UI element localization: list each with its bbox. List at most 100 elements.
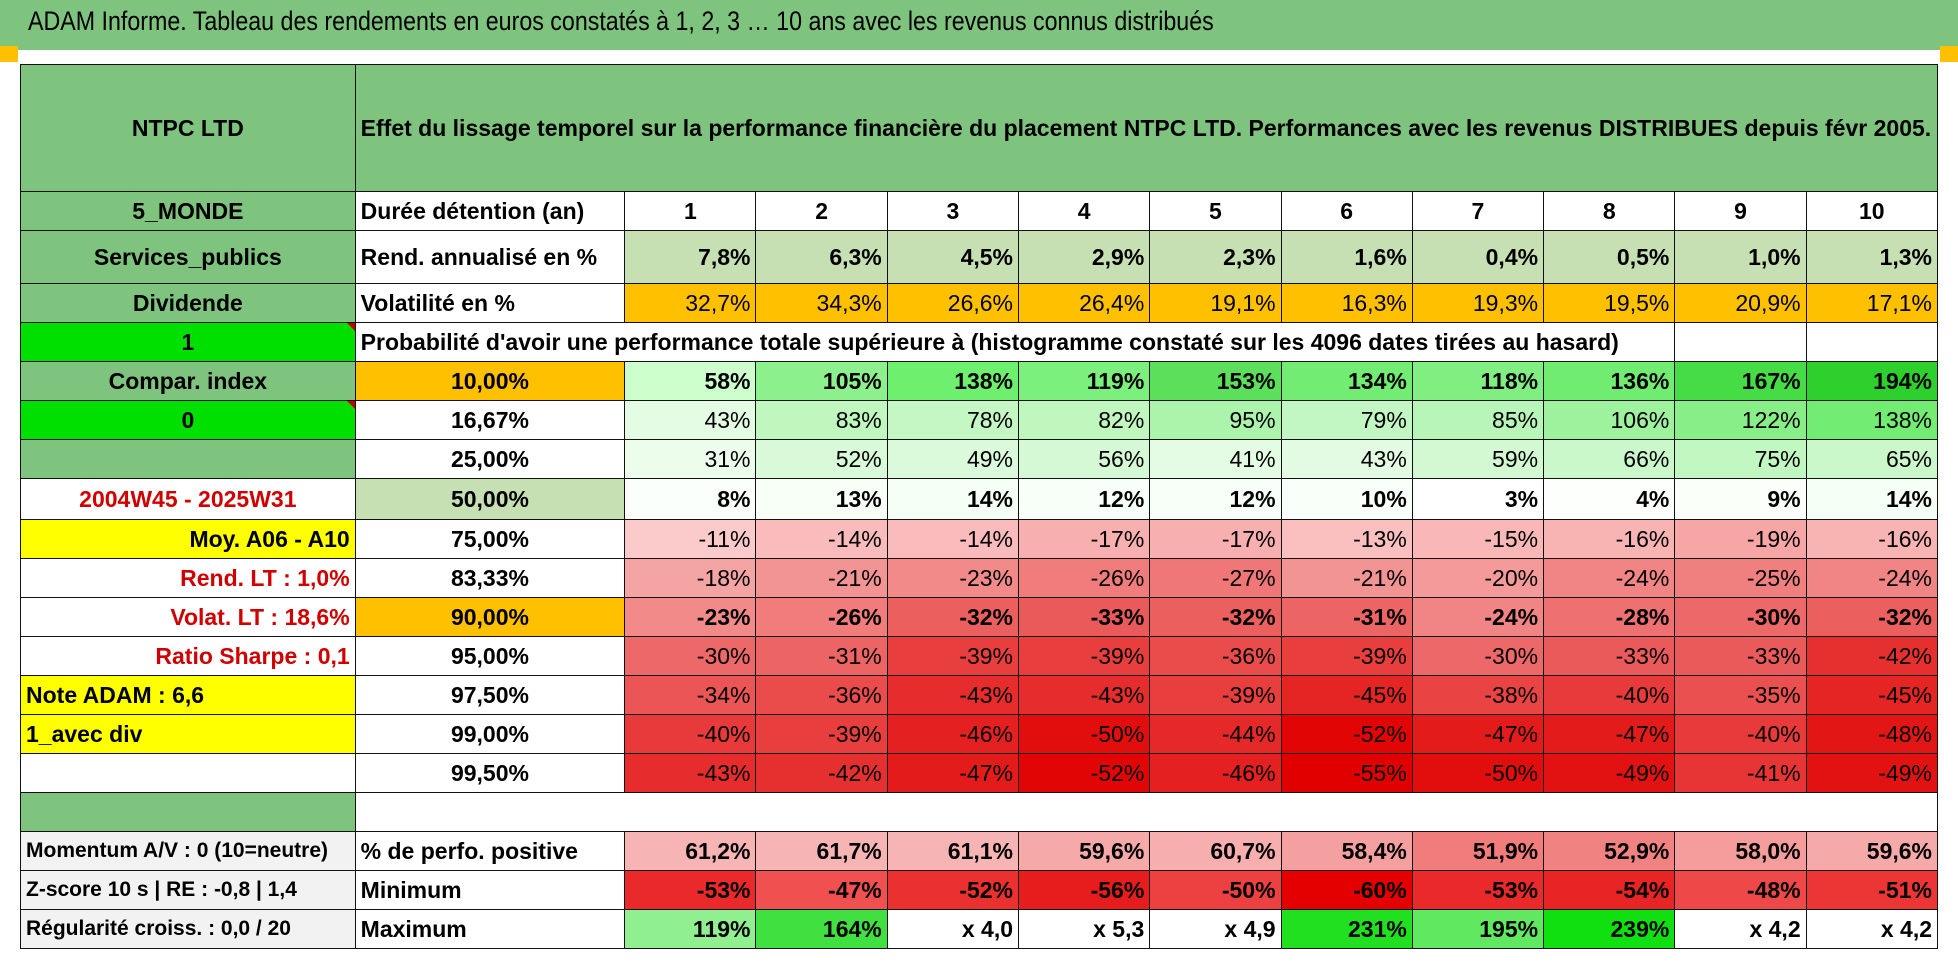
vol-value: 16,3% [1280,283,1413,323]
quantile-row: 25,00% 31% 52% 49% 56% 41% 43% 59% 66% 75% 65% [20,439,1939,479]
quantile-value: -15% [1411,519,1545,559]
quantile-row: Ratio Sharpe : 0,1 95,00% -30% -31% -39% -39%… [20,636,1939,676]
quantile-value: -45% [1805,675,1939,715]
quantile-value: -43% [1018,675,1151,715]
quantile-value: 4% [1543,478,1676,520]
years-value: 1 [624,191,757,231]
quantile-value: -26% [1018,558,1151,598]
quantile-value: -21% [1280,558,1413,598]
header-row: NTPC LTD Effet du lissage temporel sur l… [20,64,1939,192]
quantile-row: 2004W45 - 2025W31 50,00% 8% 13% 14% 12% 12% 10%… [20,478,1939,520]
quantile-row: Rend. LT : 1,0% 83,33% -18% -21% -23% -26% -27… [20,558,1939,598]
report-frame: NTPC LTD Effet du lissage temporel sur l… [20,64,1939,977]
quantile-value: -34% [624,675,757,715]
pct-value: 61,7% [755,831,888,871]
quantile-value: -50% [1018,714,1151,754]
sharpe-label: Ratio Sharpe : 0,1 [20,636,356,676]
quantile-value: -40% [1543,675,1676,715]
quantile-value: -41% [1674,753,1807,793]
title-bar: ADAM Informe. Tableau des rendements en … [0,0,1958,50]
quantile-value: -11% [624,519,757,559]
vol-value: 19,3% [1411,283,1545,323]
quantile-value: -23% [886,558,1020,598]
min-value: -48% [1674,870,1807,910]
vol-value: 19,5% [1543,283,1676,323]
quantile-row: Moy. A06 - A10 75,00% -11% -14% -14% -17% -17%… [20,519,1939,559]
rend-value: 1,0% [1674,230,1807,284]
max-value: x 4,0 [886,909,1020,949]
spacer-right [354,792,1939,832]
moy-label: Moy. A06 - A10 [20,519,356,559]
quantile-value: -45% [1280,675,1413,715]
pct-left-label: Momentum A/V : 0 (10=neutre) [20,831,356,871]
pct-row: Momentum A/V : 0 (10=neutre)% de perfo. … [20,831,1939,871]
max-value: 195% [1411,909,1545,949]
compar-index-label: Compar. index [20,361,356,401]
right-marker [1940,46,1958,62]
sector-label: Services_publics [20,230,356,284]
quantile-value: -47% [1411,714,1545,754]
quantile-value: -35% [1674,675,1807,715]
quantile-value: 82% [1018,400,1151,440]
max-value: 231% [1280,909,1413,949]
quantile-row: 99,50% -43% -42% -47% -52% -46% -55% -50% -49% -4… [20,753,1939,793]
prob-row: 1 Probabilité d'avoir une performance to… [20,322,1939,362]
years-value: 10 [1805,191,1939,231]
quantile-value: -39% [1149,675,1282,715]
zone-label: 5_MONDE [20,191,356,231]
min-value: -47% [755,870,888,910]
quantile-row: 1_avec div 99,00% -40% -39% -46% -50% -44% -52%… [20,714,1939,754]
quantile-value: -49% [1805,753,1939,793]
quantile-value: -47% [886,753,1020,793]
period-label: 2004W45 - 2025W31 [20,478,356,520]
quantile-value: 8% [624,478,757,520]
quantile-value: -42% [1805,636,1939,676]
quantile-value: 136% [1543,361,1676,401]
quantile-value: -36% [755,675,888,715]
pct-value: 51,9% [1411,831,1545,871]
max-label: Maximum [354,909,626,949]
quantile-value: -24% [1543,558,1676,598]
quantile-value: -30% [1411,636,1545,676]
max-value: 119% [624,909,757,949]
rend-lt-label: Rend. LT : 1,0% [20,558,356,598]
quantile-value: 138% [886,361,1020,401]
quantile-label: 97,50% [354,675,626,715]
quantile-value: 118% [1411,361,1545,401]
quantile-value: 31% [624,439,757,479]
vol-value: 19,1% [1149,283,1282,323]
rend-value: 0,4% [1411,230,1545,284]
quantile-value: 12% [1018,478,1151,520]
quantile-value: -38% [1411,675,1545,715]
quantile-value: -44% [1149,714,1282,754]
min-value: -53% [624,870,757,910]
quantile-value: 153% [1149,361,1282,401]
quantile-value: -40% [1674,714,1807,754]
years-row: 5_MONDE Durée détention (an) 1 2 3 4 5 6 7 8 9 10 [20,191,1939,231]
max-value: x 4,9 [1149,909,1282,949]
quantile-value: -14% [886,519,1020,559]
max-value: x 4,2 [1674,909,1807,949]
quantile-value: -19% [1674,519,1807,559]
years-value: 2 [755,191,888,231]
quantile-value: 52% [755,439,888,479]
years-value: 7 [1411,191,1545,231]
quantile-label: 95,00% [354,636,626,676]
quantile-value: 138% [1805,400,1939,440]
quantile-value: -47% [1543,714,1676,754]
pct-value: 59,6% [1805,831,1939,871]
quantile-value: -17% [1149,519,1282,559]
pct-value: 58,0% [1674,831,1807,871]
quantile-value: -32% [1805,597,1939,637]
quantile-value: -36% [1149,636,1282,676]
rend-value: 1,6% [1280,230,1413,284]
pct-value: 59,6% [1018,831,1151,871]
quantile-label: 50,00% [354,478,626,520]
vol-label: Volatilité en % [354,283,626,323]
quantile-value: -33% [1018,597,1151,637]
min-value: -50% [1149,870,1282,910]
quantile-value: -21% [755,558,888,598]
quantile-value: 13% [755,478,888,520]
max-value: 239% [1543,909,1676,949]
years-value: 4 [1018,191,1151,231]
